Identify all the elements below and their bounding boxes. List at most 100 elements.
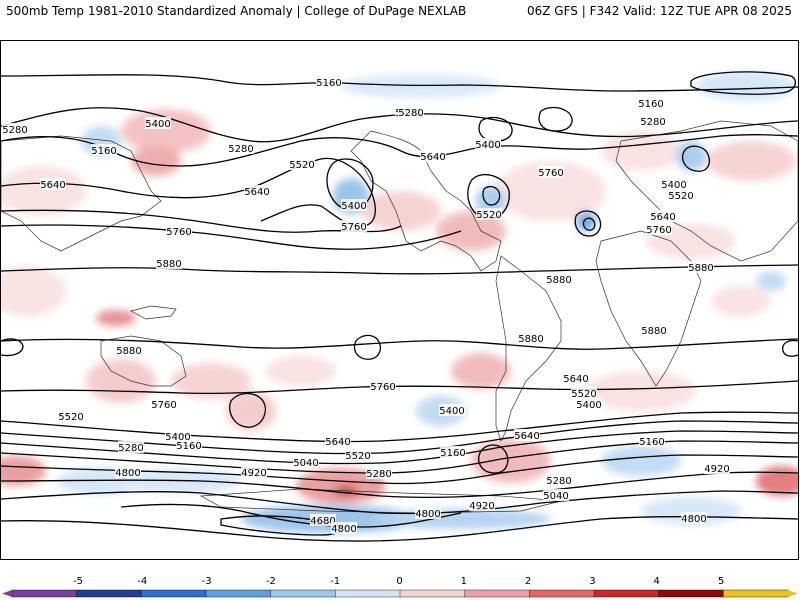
svg-text:5880: 5880 [156, 259, 181, 270]
svg-text:5160: 5160 [638, 99, 663, 110]
svg-text:5280: 5280 [546, 476, 571, 487]
contour-label-5400: 5400 [165, 430, 191, 443]
colorbar-tick-label: -3 [202, 576, 212, 587]
svg-text:5640: 5640 [650, 212, 675, 223]
svg-text:5760: 5760 [646, 225, 671, 236]
svg-text:4800: 4800 [681, 514, 706, 525]
svg-text:5520: 5520 [571, 389, 596, 400]
colorbar-tick-label: -5 [73, 576, 83, 587]
contour-label-4920: 4920 [704, 462, 730, 475]
contour-label-4920: 4920 [241, 466, 267, 479]
svg-text:5880: 5880 [546, 275, 571, 286]
colorbar-tick-label: -1 [330, 576, 340, 587]
contour-label-5880: 5880 [641, 324, 667, 337]
contour-label-5400: 5400 [145, 117, 171, 130]
colorbar-tick-label: 1 [461, 576, 467, 587]
contour-label-5880: 5880 [518, 332, 544, 345]
contour-label-5280: 5280 [640, 115, 666, 128]
svg-text:5400: 5400 [341, 201, 366, 212]
colorbar-swatch [270, 589, 337, 598]
colorbar-tick-label: 5 [718, 576, 724, 587]
contour-label-5400: 5400 [661, 178, 687, 191]
contour-label-5880: 5880 [546, 273, 572, 286]
contour-labels: 5160 5280 5400 5280 5160 5640 5280 5520 5640 5400… [2, 76, 730, 535]
svg-text:5040: 5040 [543, 491, 568, 502]
contour-label-5640: 5640 [563, 372, 589, 385]
svg-text:5400: 5400 [439, 406, 464, 417]
svg-text:4920: 4920 [469, 501, 494, 512]
contour-label-5640: 5640 [244, 185, 270, 198]
contour-label-5040: 5040 [293, 456, 319, 469]
colorbar-swatch [723, 589, 789, 598]
svg-text:4920: 4920 [241, 468, 266, 479]
contour-label-4800: 4800 [115, 466, 141, 479]
svg-text:5640: 5640 [420, 152, 445, 163]
contour-label-5520: 5520 [668, 189, 694, 202]
height-contours [1, 71, 798, 542]
svg-text:5520: 5520 [668, 191, 693, 202]
contour-label-5520: 5520 [289, 158, 315, 171]
contour-label-5640: 5640 [650, 210, 676, 223]
svg-text:5040: 5040 [293, 458, 318, 469]
contour-label-5160: 5160 [316, 76, 342, 89]
contour-label-5520: 5520 [58, 410, 84, 423]
colorbar-swatch [205, 589, 272, 598]
contour-label-5520: 5520 [345, 449, 371, 462]
svg-text:5880: 5880 [688, 263, 713, 274]
svg-text:5880: 5880 [116, 346, 141, 357]
contour-label-5760: 5760 [538, 166, 564, 179]
colorbar-min-arrow [2, 590, 12, 597]
svg-text:5400: 5400 [576, 400, 601, 411]
svg-text:5760: 5760 [538, 168, 563, 179]
contour-label-5160: 5160 [91, 144, 117, 157]
contour-label-5400: 5400 [475, 138, 501, 151]
colorbar-swatch [76, 589, 143, 598]
contour-label-5280: 5280 [546, 474, 572, 487]
contour-label-5400: 5400 [341, 199, 367, 212]
svg-text:4680: 4680 [310, 516, 335, 527]
contour-label-4800: 4800 [331, 522, 357, 535]
colorbar-tick-label: -4 [137, 576, 147, 587]
map-canvas: 5160 5280 5400 5280 5160 5640 5280 5520 5640 5400… [1, 71, 798, 542]
contour-label-5760: 5760 [370, 380, 396, 393]
title-left: 500mb Temp 1981-2010 Standardized Anomal… [6, 4, 467, 18]
svg-text:5400: 5400 [475, 140, 500, 151]
colorbar-swatch [141, 589, 207, 598]
svg-text:4920: 4920 [704, 464, 729, 475]
colorbar-swatch [399, 589, 466, 598]
svg-text:5280: 5280 [118, 443, 143, 454]
svg-text:5400: 5400 [165, 432, 190, 443]
contour-label-5520: 5520 [571, 387, 597, 400]
svg-text:5640: 5640 [244, 187, 269, 198]
contour-label-5280: 5280 [398, 106, 424, 119]
title-right: 06Z GFS | F342 Valid: 12Z TUE APR 08 202… [526, 4, 792, 18]
colorbar-tick-label: 0 [396, 576, 402, 587]
svg-text:5160: 5160 [440, 448, 465, 459]
svg-text:5880: 5880 [518, 334, 543, 345]
contour-label-5640: 5640 [420, 150, 446, 163]
svg-text:5160: 5160 [91, 146, 116, 157]
map-panel: 5160 5280 5400 5280 5160 5640 5280 5520 5640 5400… [0, 40, 799, 560]
svg-text:5760: 5760 [370, 382, 395, 393]
svg-text:5160: 5160 [639, 437, 664, 448]
colorbar-max-arrow [788, 590, 798, 597]
colorbar-swatch [464, 589, 531, 598]
contour-label-5760: 5760 [166, 225, 192, 238]
contour-label-5640: 5640 [40, 178, 66, 191]
svg-text:5520: 5520 [58, 412, 83, 423]
svg-text:5640: 5640 [563, 374, 588, 385]
svg-text:5760: 5760 [341, 222, 366, 233]
contour-label-5880: 5880 [688, 261, 714, 274]
svg-text:5400: 5400 [661, 180, 686, 191]
svg-text:5280: 5280 [2, 125, 27, 136]
contour-label-5040: 5040 [543, 489, 569, 502]
svg-text:5640: 5640 [40, 180, 65, 191]
svg-text:4800: 4800 [115, 468, 140, 479]
colorbar-swatch [11, 589, 78, 598]
colorbar-tick-label: 4 [654, 576, 660, 587]
svg-text:5640: 5640 [325, 437, 350, 448]
contour-label-5280: 5280 [228, 142, 254, 155]
contour-label-5760: 5760 [151, 398, 177, 411]
contour-label-5880: 5880 [116, 344, 142, 357]
contour-label-5640: 5640 [514, 429, 540, 442]
